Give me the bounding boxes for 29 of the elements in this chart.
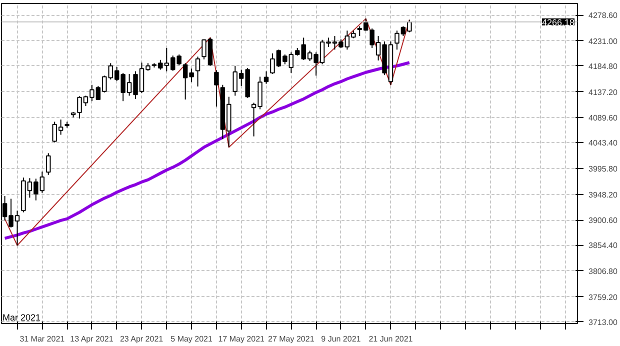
y-tick-label: 3995.80 bbox=[588, 164, 618, 174]
y-tick-label: 4278.60 bbox=[588, 11, 618, 20]
y-tick-label: 3854.40 bbox=[588, 241, 618, 250]
y-tick-label: 4043.40 bbox=[588, 138, 618, 148]
ref-line-label: 4266.18 bbox=[542, 17, 575, 28]
x-tick-label: 23 Apr 2021 bbox=[120, 334, 164, 344]
y-tick-label: 4137.20 bbox=[588, 88, 618, 97]
y-tick-label: 3900.60 bbox=[588, 216, 618, 226]
x-tick-label: 27 May 2021 bbox=[268, 334, 315, 344]
x-tick-label: 17 May 2021 bbox=[218, 334, 266, 344]
y-tick-label: 3713.00 bbox=[588, 318, 618, 327]
x-tick-label: 21 Jun 2021 bbox=[368, 334, 414, 344]
candlestick bbox=[264, 70, 269, 84]
y-tick-label: 3759.20 bbox=[588, 292, 618, 302]
annotation: Mar 2021 bbox=[2, 312, 41, 322]
y-tick-label: 4184.80 bbox=[588, 62, 618, 71]
x-tick-label: 9 Jun 2021 bbox=[321, 334, 362, 344]
line-series bbox=[3, 61, 411, 240]
y-tick-label: 4089.60 bbox=[588, 114, 618, 123]
candlestick bbox=[195, 56, 200, 87]
x-tick-label: 5 May 2021 bbox=[170, 334, 214, 344]
line-series bbox=[4, 18, 410, 246]
candlestick bbox=[46, 152, 51, 176]
y-tick-label: 3948.20 bbox=[588, 190, 618, 200]
candlestick bbox=[214, 70, 219, 108]
y-tick-label: 4231.00 bbox=[588, 36, 618, 46]
x-tick-label: 13 Apr 2021 bbox=[70, 334, 114, 344]
x-tick-label: 31 Mar 2021 bbox=[20, 334, 66, 344]
y-tick-label: 3806.80 bbox=[588, 267, 618, 276]
